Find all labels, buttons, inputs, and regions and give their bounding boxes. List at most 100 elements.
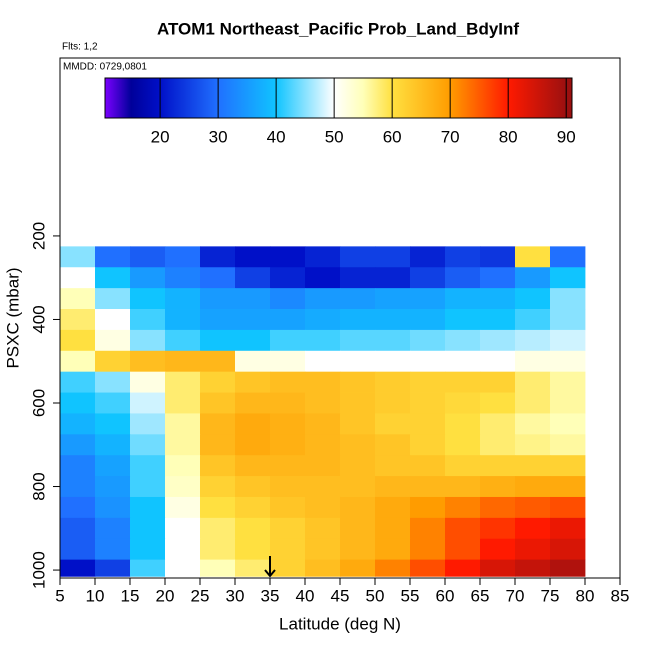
heatmap-cell	[480, 434, 516, 456]
heatmap-cell	[375, 517, 411, 540]
heatmap-cell	[550, 350, 586, 373]
heatmap-cell	[445, 559, 481, 577]
heatmap-cell	[165, 246, 201, 268]
heatmap-cell	[130, 517, 166, 540]
heatmap-cell	[445, 329, 481, 352]
heatmap-cell	[550, 559, 586, 577]
heatmap-cell	[235, 476, 271, 498]
heatmap-cell	[165, 496, 201, 519]
heatmap-cell	[305, 371, 341, 393]
y-tick-label: 1000	[29, 551, 48, 589]
heatmap-cell	[270, 476, 306, 498]
heatmap-cell	[60, 517, 96, 540]
heatmap-cell	[60, 371, 96, 393]
heatmap-cell	[235, 246, 271, 268]
heatmap-cell	[515, 455, 551, 477]
heatmap-cell	[515, 517, 551, 540]
heatmap-cell	[515, 392, 551, 414]
x-tick-label: 50	[366, 586, 385, 605]
heatmap-cell	[60, 267, 96, 289]
heatmap-cell	[550, 288, 586, 310]
heatmap-cell	[480, 350, 516, 373]
heatmap-cell	[130, 392, 166, 414]
heatmap-cell	[130, 559, 166, 577]
annotation: MMDD: 0729,0801	[63, 62, 147, 73]
heatmap-cell	[200, 329, 236, 352]
heatmap-cell	[410, 392, 446, 414]
heatmap-cell	[235, 413, 271, 435]
heatmap-cell	[270, 288, 306, 310]
heatmap-cell	[305, 267, 341, 289]
heatmap-cell	[130, 267, 166, 289]
heatmap-cell	[165, 309, 201, 331]
heatmap-cell	[340, 413, 376, 435]
heatmap-cell	[200, 392, 236, 414]
heatmap-cell	[515, 309, 551, 331]
heatmap-cell	[515, 496, 551, 519]
heatmap-cell	[410, 559, 446, 577]
x-tick-label: 30	[226, 586, 245, 605]
heatmap-cell	[305, 392, 341, 414]
heatmap-cell	[235, 309, 271, 331]
heatmap-cell	[480, 496, 516, 519]
x-tick-label: 40	[296, 586, 315, 605]
heatmap-cell	[375, 413, 411, 435]
heatmap-cell	[165, 455, 201, 477]
heatmap-cell	[60, 434, 96, 456]
heatmap-cell	[515, 329, 551, 352]
heatmap-cell	[375, 476, 411, 498]
heatmap-cell	[480, 267, 516, 289]
heatmap-cell	[515, 267, 551, 289]
heatmap-cell	[95, 267, 131, 289]
heatmap-cell	[95, 559, 131, 577]
heatmap-cell	[235, 329, 271, 352]
heatmap-cell	[165, 517, 201, 540]
heatmap-cell	[165, 329, 201, 352]
heatmap-cell	[445, 517, 481, 540]
heatmap-cell	[550, 392, 586, 414]
heatmap-cell	[550, 476, 586, 498]
heatmap-cell	[200, 496, 236, 519]
heatmap-cell	[305, 329, 341, 352]
heatmap-cell	[130, 455, 166, 477]
y-tick-label: 600	[29, 389, 48, 417]
heatmap-cell	[340, 559, 376, 577]
colorbar-tick-label: 60	[383, 127, 402, 146]
heatmap-cell	[375, 309, 411, 331]
x-tick-label: 20	[156, 586, 175, 605]
y-tick-label: 400	[29, 305, 48, 333]
heatmap-cell	[200, 538, 236, 561]
colorbar-tick-label: 20	[151, 127, 170, 146]
heatmap-cell	[480, 288, 516, 310]
x-tick-label: 55	[401, 586, 420, 605]
heatmap-cell	[445, 246, 481, 268]
heatmap-cell	[445, 538, 481, 561]
heatmap-cell	[515, 246, 551, 268]
heatmap-cell	[95, 309, 131, 331]
heatmap-cell	[200, 413, 236, 435]
heatmap-cell	[200, 288, 236, 310]
heatmap-cell	[550, 371, 586, 393]
heatmap-cell	[445, 413, 481, 435]
heatmap-cell	[165, 559, 201, 577]
heatmap-cell	[270, 559, 306, 577]
heatmap-cell	[340, 329, 376, 352]
heatmap-cell	[305, 413, 341, 435]
heatmap-cell	[270, 434, 306, 456]
heatmap-cell	[375, 329, 411, 352]
heatmap-cell	[340, 350, 376, 373]
heatmap-cell	[515, 476, 551, 498]
x-tick-label: 70	[506, 586, 525, 605]
heatmap-cell	[270, 309, 306, 331]
heatmap-cell	[235, 288, 271, 310]
heatmap-cell	[60, 350, 96, 373]
heatmap-cell	[445, 434, 481, 456]
heatmap-cell	[410, 371, 446, 393]
heatmap-cell	[305, 559, 341, 577]
heatmap-cell	[200, 267, 236, 289]
heatmap-cell	[130, 496, 166, 519]
heatmap-cell	[305, 517, 341, 540]
heatmap-cell	[95, 496, 131, 519]
heatmap-cell	[410, 455, 446, 477]
